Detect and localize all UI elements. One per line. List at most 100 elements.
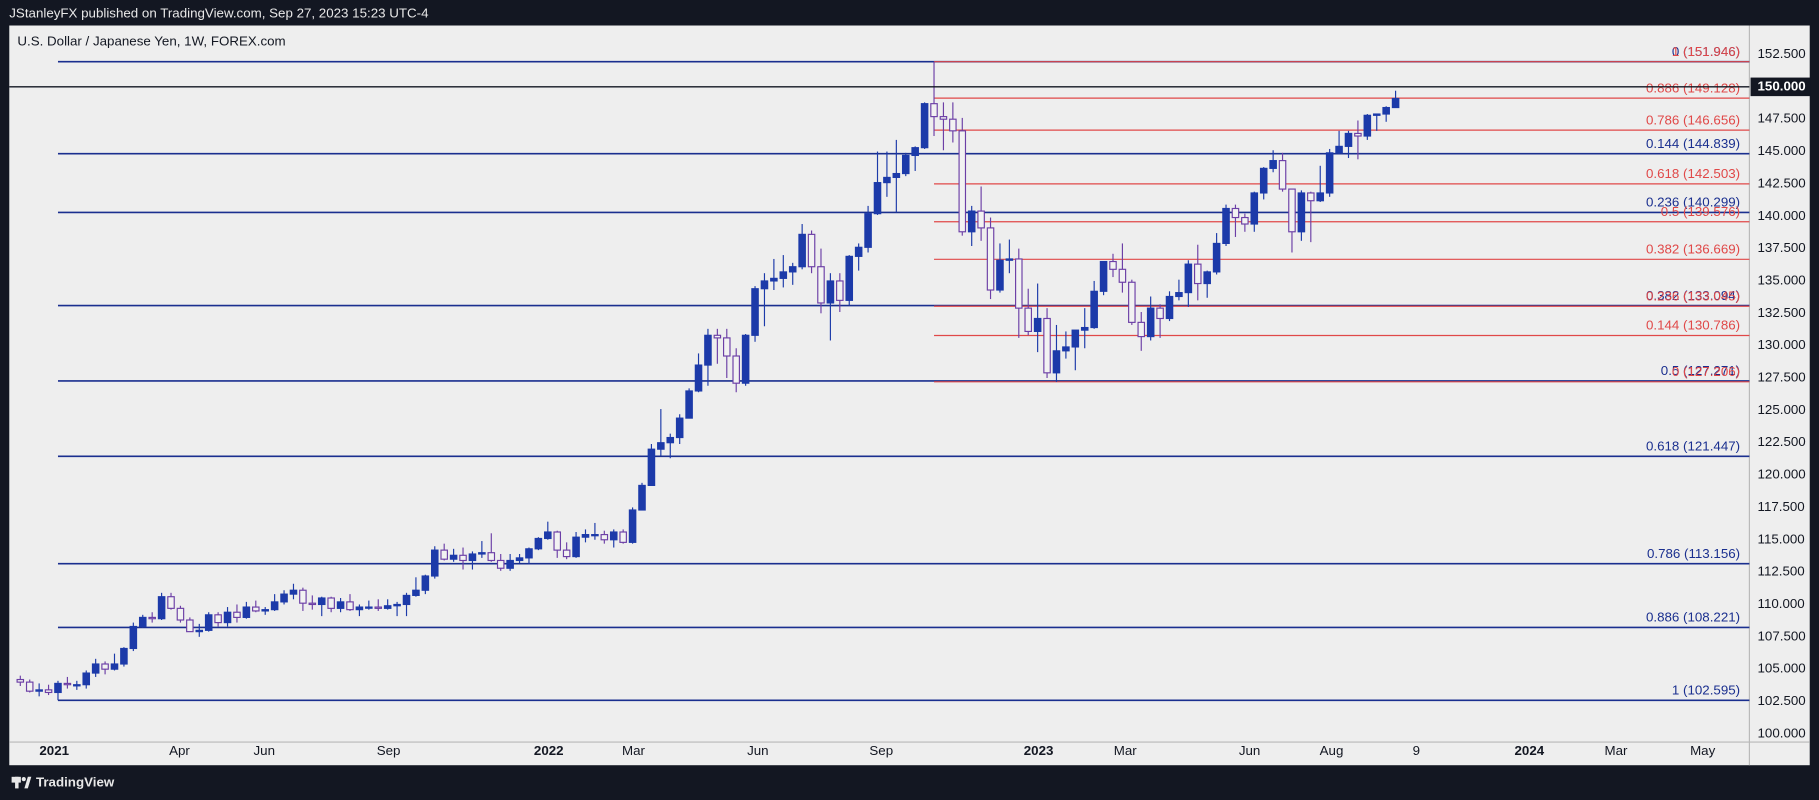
candle-body bbox=[176, 607, 185, 621]
x-tick-label: May bbox=[1690, 743, 1716, 758]
candle-body bbox=[949, 118, 957, 132]
x-tick-label: Mar bbox=[622, 743, 646, 758]
fib-level-label: 0.236 (133.045) bbox=[1646, 288, 1740, 303]
candle-body bbox=[487, 552, 496, 562]
candle-body bbox=[1288, 188, 1296, 233]
candle-body bbox=[751, 288, 759, 336]
candle-body bbox=[430, 549, 439, 577]
candle-body bbox=[666, 436, 675, 444]
candle-body bbox=[1307, 192, 1315, 202]
candle-body bbox=[892, 172, 901, 179]
candle-body bbox=[280, 593, 288, 603]
price-label-box bbox=[1750, 77, 1811, 97]
y-tick-label: 135.000 bbox=[1758, 272, 1806, 287]
candle-body bbox=[1137, 321, 1146, 338]
y-tick-label: 130.000 bbox=[1758, 337, 1806, 352]
candle-body bbox=[252, 606, 260, 612]
fib-level-label: 0.5 (139.576) bbox=[1661, 204, 1740, 219]
candle-body bbox=[1033, 317, 1042, 333]
logo-part bbox=[24, 776, 32, 789]
y-tick-label: 102.500 bbox=[1758, 693, 1806, 708]
candle-body bbox=[930, 103, 938, 118]
x-tick-label: 2023 bbox=[1024, 743, 1054, 758]
candle-body bbox=[1109, 260, 1117, 270]
candle-body bbox=[1382, 106, 1390, 115]
fib-level-label: 0 (127.206) bbox=[1672, 364, 1740, 379]
symbol-label: U.S. Dollar / Japanese Yen, 1W, FOREX.co… bbox=[17, 33, 285, 48]
y-tick-label: 125.000 bbox=[1758, 402, 1806, 417]
candle-body bbox=[581, 534, 590, 538]
fib-level-label: 0.886 (149.128) bbox=[1646, 80, 1740, 95]
candle-body bbox=[845, 255, 854, 301]
candle-body bbox=[120, 647, 128, 665]
candle-body bbox=[1203, 271, 1211, 285]
candle-body bbox=[496, 559, 505, 569]
candle-body bbox=[129, 625, 138, 650]
candle-body bbox=[101, 663, 109, 670]
candle-body bbox=[1184, 263, 1193, 294]
candle-body bbox=[35, 689, 43, 692]
y-tick-label: 117.500 bbox=[1758, 499, 1805, 514]
candle-body bbox=[1212, 242, 1221, 273]
y-tick-label: 107.500 bbox=[1758, 628, 1806, 643]
x-tick-label: Sep bbox=[377, 743, 401, 758]
fib-level-label: 0.618 (142.503) bbox=[1646, 166, 1740, 181]
candle-body bbox=[1372, 113, 1381, 116]
candle-body bbox=[1015, 258, 1023, 309]
candle-body bbox=[741, 334, 750, 384]
candle-body bbox=[1071, 329, 1080, 348]
candle-body bbox=[1080, 326, 1089, 331]
candle-body bbox=[73, 684, 81, 687]
price-label: 150.000 bbox=[1758, 78, 1806, 93]
candle-body bbox=[1024, 307, 1033, 333]
y-tick-label: 132.500 bbox=[1758, 305, 1806, 320]
candle-body bbox=[1146, 307, 1155, 338]
candle-body bbox=[600, 534, 609, 541]
candle-body bbox=[986, 227, 995, 291]
candle-body bbox=[873, 182, 882, 215]
candle-body bbox=[459, 554, 467, 562]
candle-body bbox=[346, 601, 354, 611]
candle-body bbox=[167, 596, 175, 609]
y-tick-label: 127.500 bbox=[1758, 370, 1806, 385]
x-tick-label: 2024 bbox=[1515, 743, 1545, 758]
candle-body bbox=[148, 616, 156, 620]
logo-part bbox=[15, 776, 19, 789]
candle-body bbox=[1391, 97, 1400, 109]
candle-body bbox=[355, 606, 364, 611]
candle-body bbox=[732, 355, 740, 384]
candle-body bbox=[1005, 258, 1014, 261]
candle-body bbox=[1090, 290, 1098, 329]
candle-body bbox=[1325, 152, 1334, 194]
candle-body bbox=[713, 334, 722, 339]
y-tick-label: 152.500 bbox=[1758, 46, 1806, 61]
x-tick-label: Jun bbox=[747, 743, 769, 758]
candle-body bbox=[1250, 192, 1259, 225]
candle-body bbox=[63, 682, 72, 686]
x-tick-label: 9 bbox=[1413, 743, 1420, 758]
candle-body bbox=[186, 619, 194, 633]
candle-body bbox=[1156, 307, 1164, 320]
candle-body bbox=[393, 603, 401, 607]
x-tick-label: Jun bbox=[254, 743, 276, 758]
candle-body bbox=[16, 678, 25, 683]
candle-body bbox=[44, 689, 53, 694]
candle-body bbox=[138, 616, 147, 628]
candle-body bbox=[261, 609, 269, 612]
candle-body bbox=[525, 548, 533, 559]
candle-body bbox=[996, 259, 1004, 291]
fib-level-label: 1 (151.946) bbox=[1672, 44, 1740, 59]
candle-body bbox=[939, 116, 948, 120]
candle-body bbox=[883, 176, 891, 184]
candle-body bbox=[562, 549, 571, 558]
x-tick-label: Jun bbox=[1239, 743, 1261, 758]
candle-body bbox=[704, 334, 712, 366]
candle-body bbox=[1316, 192, 1325, 202]
fib-level-label: 0.786 (113.156) bbox=[1647, 546, 1740, 561]
y-tick-label: 142.500 bbox=[1758, 175, 1806, 190]
candle-body bbox=[591, 534, 599, 537]
fib-level-label: 0.382 (133.094) bbox=[1646, 288, 1740, 303]
candle-body bbox=[214, 614, 222, 624]
candle-body bbox=[1062, 346, 1070, 352]
